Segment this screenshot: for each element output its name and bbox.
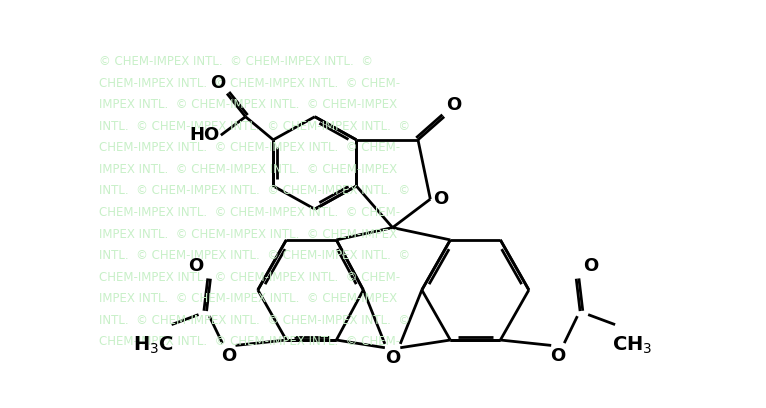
Text: IMPEX INTL.  © CHEM-IMPEX INTL.  © CHEM-IMPEX: IMPEX INTL. © CHEM-IMPEX INTL. © CHEM-IM…	[100, 228, 398, 241]
Text: CHEM-IMPEX INTL.  © CHEM-IMPEX INTL.  © CHEM-: CHEM-IMPEX INTL. © CHEM-IMPEX INTL. © CH…	[100, 141, 401, 154]
Text: INTL.  © CHEM-IMPEX INTL.  © CHEM-IMPEX INTL.  ©: INTL. © CHEM-IMPEX INTL. © CHEM-IMPEX IN…	[100, 249, 411, 262]
Text: HO: HO	[189, 126, 219, 144]
Text: IMPEX INTL.  © CHEM-IMPEX INTL.  © CHEM-IMPEX: IMPEX INTL. © CHEM-IMPEX INTL. © CHEM-IM…	[100, 292, 398, 305]
Text: O: O	[221, 347, 236, 365]
Text: O: O	[446, 95, 461, 114]
Text: CHEM-IMPEX INTL.  © CHEM-IMPEX INTL.  © CHEM-: CHEM-IMPEX INTL. © CHEM-IMPEX INTL. © CH…	[100, 206, 401, 219]
Text: O: O	[210, 74, 225, 92]
Text: O: O	[551, 347, 566, 365]
Text: O: O	[434, 190, 449, 208]
Text: CHEM-IMPEX INTL.  © CHEM-IMPEX INTL.  © CHEM-: CHEM-IMPEX INTL. © CHEM-IMPEX INTL. © CH…	[100, 335, 401, 348]
Text: © CHEM-IMPEX INTL.  © CHEM-IMPEX INTL.  ©: © CHEM-IMPEX INTL. © CHEM-IMPEX INTL. ©	[100, 55, 373, 68]
Text: O: O	[584, 257, 599, 275]
Text: INTL.  © CHEM-IMPEX INTL.  © CHEM-IMPEX INTL.  ©: INTL. © CHEM-IMPEX INTL. © CHEM-IMPEX IN…	[100, 120, 411, 133]
Text: H$_3$C: H$_3$C	[133, 335, 174, 356]
Text: CHEM-IMPEX INTL.  © CHEM-IMPEX INTL.  © CHEM-: CHEM-IMPEX INTL. © CHEM-IMPEX INTL. © CH…	[100, 77, 401, 90]
Text: IMPEX INTL.  © CHEM-IMPEX INTL.  © CHEM-IMPEX: IMPEX INTL. © CHEM-IMPEX INTL. © CHEM-IM…	[100, 163, 398, 176]
Text: IMPEX INTL.  © CHEM-IMPEX INTL.  © CHEM-IMPEX: IMPEX INTL. © CHEM-IMPEX INTL. © CHEM-IM…	[100, 98, 398, 111]
Text: CH$_3$: CH$_3$	[612, 335, 652, 356]
Text: O: O	[385, 349, 400, 367]
Text: INTL.  © CHEM-IMPEX INTL.  © CHEM-IMPEX INTL.  ©: INTL. © CHEM-IMPEX INTL. © CHEM-IMPEX IN…	[100, 314, 411, 327]
Text: O: O	[188, 257, 203, 275]
Text: INTL.  © CHEM-IMPEX INTL.  © CHEM-IMPEX INTL.  ©: INTL. © CHEM-IMPEX INTL. © CHEM-IMPEX IN…	[100, 184, 411, 197]
Text: CHEM-IMPEX INTL.  © CHEM-IMPEX INTL.  © CHEM-: CHEM-IMPEX INTL. © CHEM-IMPEX INTL. © CH…	[100, 271, 401, 284]
